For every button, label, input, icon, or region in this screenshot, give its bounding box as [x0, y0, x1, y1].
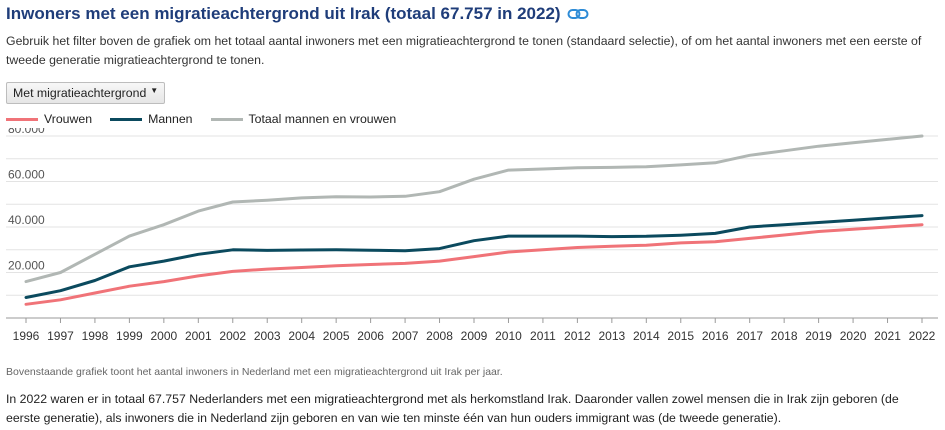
y-tick-label: 20.000 — [8, 259, 45, 273]
x-tick-label: 1997 — [47, 329, 74, 343]
x-tick-label: 2015 — [667, 329, 694, 343]
x-tick-label: 2010 — [495, 329, 522, 343]
series-line-mannen — [24, 214, 924, 299]
x-tick-label: 2004 — [288, 329, 315, 343]
x-tick-label: 1996 — [13, 329, 40, 343]
intro-text: Gebruik het filter boven de grafiek om h… — [6, 34, 922, 67]
grid-lines — [6, 135, 938, 319]
x-tick-label: 2017 — [736, 329, 763, 343]
x-tick-label: 2006 — [357, 329, 384, 343]
series-lines — [24, 134, 924, 306]
chart-legend: Vrouwen Mannen Totaal mannen en vrouwen — [6, 112, 396, 126]
legend-item-totaal[interactable]: Totaal mannen en vrouwen — [210, 112, 397, 126]
legend-swatch — [210, 117, 243, 121]
caret-down-icon: ▼ — [150, 85, 159, 95]
x-tick-label: 2002 — [219, 329, 246, 343]
x-tick-label: 2011 — [530, 329, 556, 343]
legend-label: Mannen — [148, 112, 193, 126]
x-tick-label: 1998 — [82, 329, 109, 343]
x-tick-label: 2021 — [874, 329, 901, 343]
x-tick-label: 2013 — [598, 329, 625, 343]
y-tick-label: 40.000 — [8, 213, 45, 227]
x-tick-label: 2019 — [805, 329, 832, 343]
filter-selected-value: Met migratieachtergrond — [13, 86, 147, 100]
x-tick-label: 2007 — [392, 329, 419, 343]
y-axis-labels: 20.000 40.000 60.000 80.000 — [8, 128, 45, 273]
legend-swatch — [6, 117, 38, 121]
x-axis-labels: 1996 1997 1998 1999 2000 2001 2002 2003 2004 2005… — [13, 318, 936, 343]
legend-item-mannen[interactable]: Mannen — [110, 112, 193, 126]
chart-title: Inwoners met een migratieachtergrond uit… — [6, 4, 561, 23]
legend-swatch — [110, 117, 143, 121]
migration-filter-select[interactable]: Met migratieachtergrond ▼ — [6, 82, 166, 104]
x-tick-label: 2012 — [564, 329, 591, 343]
series-line-totaal — [24, 134, 924, 284]
y-tick-label: 60.000 — [8, 168, 45, 182]
chart-title-heading: Inwoners met een migratieachtergrond uit… — [6, 4, 589, 24]
x-tick-label: 2005 — [323, 329, 350, 343]
summary-text: In 2022 waren er in totaal 67.757 Nederl… — [6, 392, 899, 425]
chart-note: Bovenstaande grafiek toont het aantal in… — [6, 366, 503, 378]
legend-item-vrouwen[interactable]: Vrouwen — [6, 112, 92, 126]
x-tick-label: 2022 — [909, 329, 936, 343]
x-tick-label: 2008 — [426, 329, 453, 343]
x-tick-label: 2014 — [633, 329, 660, 343]
link-icon[interactable] — [567, 7, 589, 21]
x-tick-label: 1999 — [116, 329, 143, 343]
x-tick-label: 2016 — [702, 329, 729, 343]
x-tick-label: 2001 — [185, 329, 212, 343]
x-tick-label: 2018 — [771, 329, 798, 343]
x-tick-label: 2020 — [840, 329, 867, 343]
legend-label: Totaal mannen en vrouwen — [248, 112, 397, 126]
legend-label: Vrouwen — [44, 112, 93, 126]
series-line-vrouwen — [24, 223, 924, 306]
y-tick-label: 80.000 — [8, 128, 45, 136]
x-tick-label: 2000 — [150, 329, 177, 343]
x-tick-label: 2009 — [461, 329, 488, 343]
x-tick-label: 2003 — [254, 329, 281, 343]
